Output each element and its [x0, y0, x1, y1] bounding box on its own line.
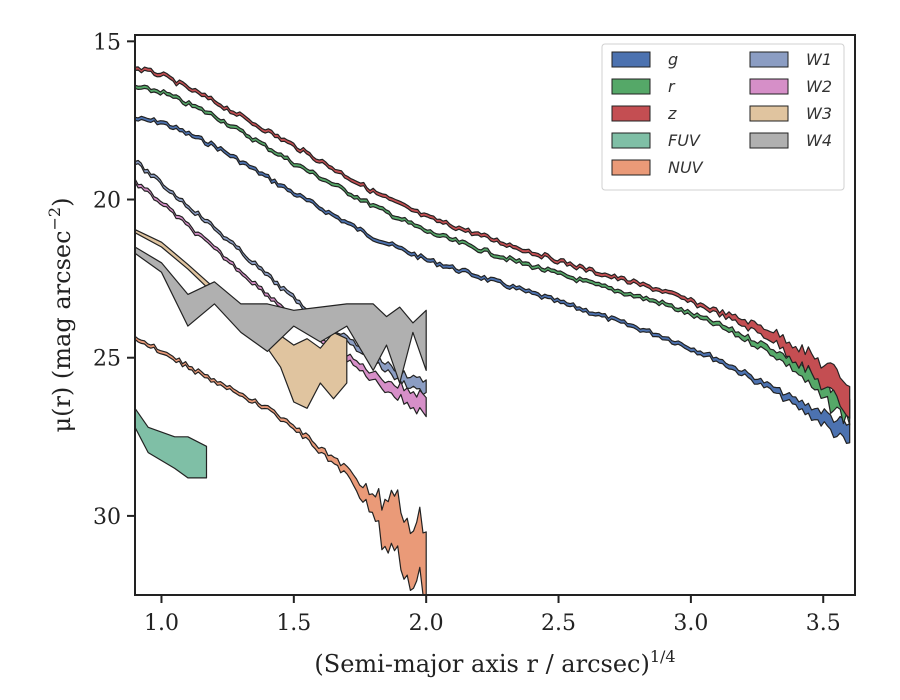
legend-swatch-r [611, 78, 651, 95]
x-tick-label: 3.0 [673, 611, 708, 636]
y-axis-label: μ(r) (mag arcsec−2) [45, 198, 76, 433]
band-fuv [134, 407, 208, 479]
legend-swatch-w3 [749, 105, 789, 122]
y-tick-label: 30 [93, 505, 121, 530]
y-axis-label-main: μ(r) (mag arcsec [48, 230, 76, 432]
x-tick-label: 1.5 [276, 611, 311, 636]
band-g [134, 115, 851, 444]
series-layer [134, 66, 851, 596]
x-axis-label-main: (Semi-major axis r / arcsec) [314, 650, 649, 678]
plot-frame [134, 34, 856, 596]
legend-swatch-g [611, 51, 651, 68]
x-axis-label: (Semi-major axis r / arcsec)1/4 [314, 647, 675, 678]
legend-swatch-w2 [749, 78, 789, 95]
legend-label-w4: W4 [806, 131, 832, 150]
x-tick-label: 2.0 [409, 611, 444, 636]
legend-label-g: g [668, 50, 678, 69]
y-tick-label: 20 [93, 189, 121, 214]
legend-swatch-fuv [611, 132, 651, 149]
legend-label-w3: W3 [806, 104, 832, 123]
y-axis-ticks: 15 20 25 30 [93, 30, 135, 530]
y-tick-label: 15 [93, 30, 121, 55]
legend-swatch-z [611, 105, 651, 122]
x-axis-ticks: 1.0 1.5 2.0 2.5 3.0 3.5 [144, 595, 841, 636]
legend-label-w1: W1 [806, 50, 832, 69]
y-tick-label: 25 [93, 347, 121, 372]
legend-swatch-w1 [749, 51, 789, 68]
band-w4 [134, 246, 427, 384]
band-z [134, 66, 851, 419]
y-axis-label-close: ) [48, 198, 76, 207]
band-r [134, 84, 851, 426]
legend-label-fuv: FUV [668, 131, 701, 150]
legend-swatch-w4 [749, 132, 789, 149]
legend-label-nuv: NUV [668, 158, 704, 177]
legend-label-w2: W2 [806, 77, 832, 96]
x-axis-label-superscript: 1/4 [650, 647, 676, 666]
band-w2 [134, 178, 427, 418]
x-tick-label: 2.5 [541, 611, 576, 636]
legend-label-r: r [668, 77, 676, 96]
legend-label-z: z [667, 104, 677, 123]
x-tick-label: 3.5 [806, 611, 841, 636]
legend: grz FUV NUV W1 W2 W3 W4 [601, 43, 845, 191]
y-axis-label-superscript: −2 [45, 207, 64, 231]
legend-swatch-nuv [611, 159, 651, 176]
x-tick-label: 1.0 [144, 611, 179, 636]
